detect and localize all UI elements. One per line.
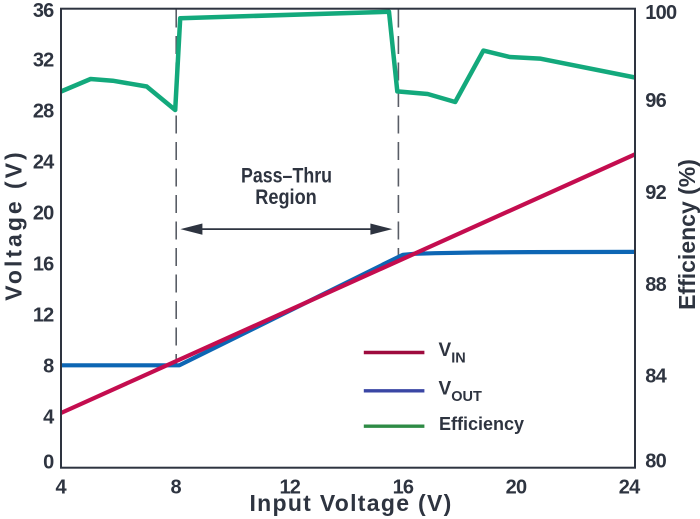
svg-text:84: 84	[645, 366, 667, 388]
svg-text:Efficiency: Efficiency	[439, 414, 524, 434]
svg-text:92: 92	[645, 182, 666, 204]
svg-text:12: 12	[33, 305, 54, 327]
svg-text:4: 4	[43, 407, 55, 429]
svg-text:Pass–Thru: Pass–Thru	[241, 165, 332, 188]
svg-text:20: 20	[33, 203, 54, 225]
svg-text:32: 32	[33, 49, 54, 71]
svg-text:88: 88	[645, 274, 666, 296]
svg-text:12: 12	[279, 476, 300, 498]
svg-text:Voltage (V): Voltage (V)	[1, 149, 27, 300]
svg-text:16: 16	[393, 476, 414, 498]
svg-text:24: 24	[33, 151, 55, 173]
svg-text:8: 8	[171, 476, 182, 498]
svg-text:8: 8	[43, 356, 54, 378]
svg-text:VOUT: VOUT	[439, 379, 482, 406]
svg-text:96: 96	[645, 90, 666, 112]
svg-text:28: 28	[33, 100, 54, 122]
svg-text:4: 4	[56, 476, 68, 498]
svg-text:VIN: VIN	[439, 340, 466, 367]
svg-text:80: 80	[645, 451, 666, 473]
svg-text:100: 100	[645, 2, 677, 24]
svg-text:Input Voltage (V): Input Voltage (V)	[249, 490, 452, 516]
svg-text:24: 24	[619, 476, 641, 498]
svg-text:36: 36	[33, 0, 54, 22]
svg-text:0: 0	[43, 451, 54, 473]
svg-text:Efficiency (%): Efficiency (%)	[674, 159, 700, 310]
svg-text:20: 20	[506, 476, 527, 498]
svg-text:Region: Region	[255, 186, 317, 209]
svg-text:16: 16	[33, 254, 54, 276]
